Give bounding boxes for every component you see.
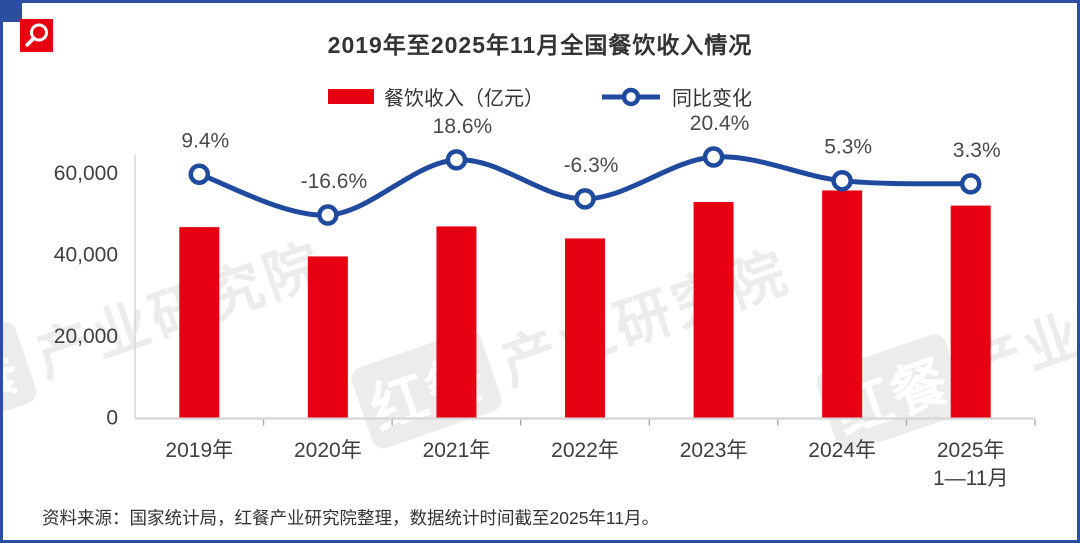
x-label-2022年: 2022年 — [551, 439, 619, 462]
yoy-label-2020年: -16.6% — [301, 170, 368, 193]
bar-2024年 — [822, 190, 863, 418]
yoy-marker-2024年 — [831, 169, 853, 192]
yoy-label-2023年: 20.4% — [690, 112, 750, 135]
x-label-2021年: 2021年 — [423, 439, 491, 462]
y-tick-label: 40,000 — [54, 244, 118, 267]
x-label-2019年: 2019年 — [165, 439, 233, 462]
x-label-2020年: 2020年 — [294, 439, 362, 462]
yoy-marker-2021年 — [445, 149, 468, 171]
x-label-2023年: 2023年 — [680, 439, 748, 462]
yoy-label-2021年: 18.6% — [433, 115, 493, 138]
yoy-marker-2025年 — [959, 173, 982, 195]
y-tick-label: 0 — [106, 407, 118, 430]
corner-accent-square — [3, 3, 22, 22]
yoy-marker-2022年 — [574, 188, 596, 210]
legend-label-bar: 餐饮收入（亿元） — [384, 88, 544, 110]
bar-2025年 — [950, 205, 991, 418]
yoy-marker-2019年 — [188, 163, 211, 186]
x-label-2025年: 2025年 — [937, 439, 1005, 462]
yoy-label-2019年: 9.4% — [181, 129, 229, 152]
line-marker-swatch — [602, 87, 660, 106]
y-tick-label: 20,000 — [54, 325, 118, 348]
yoy-marker-2020年 — [317, 204, 339, 226]
brand-logo — [20, 19, 53, 52]
legend-item-bar: 餐饮收入（亿元） — [328, 82, 544, 111]
bar-2020年 — [307, 256, 348, 418]
bar-2021年 — [436, 226, 477, 418]
y-tick-label: 60,000 — [54, 162, 118, 185]
x-label-2025年: 1—11月 — [933, 467, 1008, 490]
chart-title: 2019年至2025年11月全国餐饮收入情况 — [327, 32, 753, 58]
bar-2019年 — [179, 227, 220, 418]
bar-2023年 — [693, 201, 734, 418]
yoy-marker-2023年 — [702, 146, 725, 168]
yoy-label-2024年: 5.3% — [824, 136, 872, 159]
magnifier-icon — [25, 23, 48, 47]
yoy-label-2022年: -6.3% — [564, 154, 619, 177]
legend-item-line: 同比变化 — [600, 82, 752, 111]
bar-swatch — [328, 89, 374, 104]
yoy-label-2025年: 3.3% — [953, 139, 1001, 162]
source-note: 资料来源：国家统计局，红餐产业研究院整理，数据统计时间截至2025年11月。 — [42, 508, 660, 528]
legend-label-line: 同比变化 — [672, 88, 752, 110]
x-label-2024年: 2024年 — [808, 439, 876, 462]
chart-legend: 餐饮收入（亿元） 同比变化 — [0, 82, 1080, 111]
bar-2022年 — [565, 238, 605, 418]
